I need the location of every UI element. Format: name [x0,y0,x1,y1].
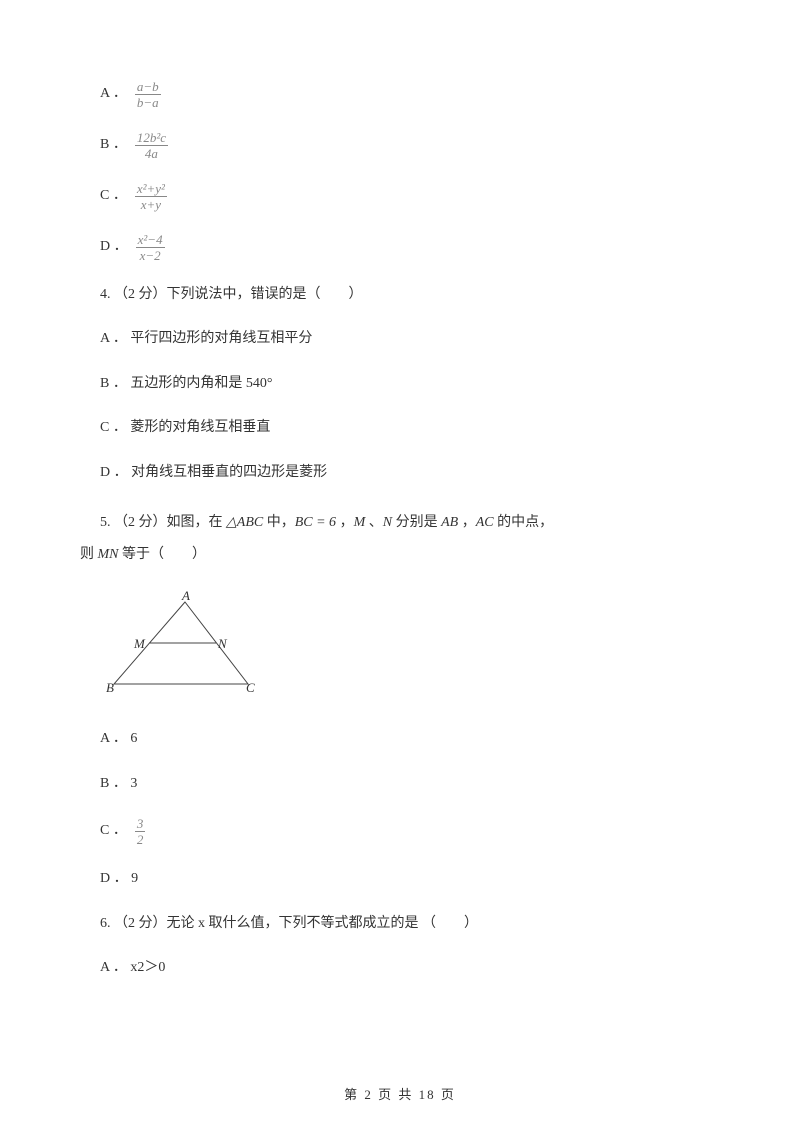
label-N: N [217,636,228,651]
q3-A-label: A ． [100,83,127,105]
q4-stem: 4. （2 分）下列说法中，错误的是（ ） [100,284,700,306]
q4-option-A: A ． 平行四边形的对角线互相平分 [100,328,700,350]
triangle-svg: A B C M N [100,588,270,698]
q6-option-A: A ． x2＞0 [100,957,700,979]
q6-stem: 6. （2 分）无论 x 取什么值，下列不等式都成立的是 （ ） [100,913,700,935]
q5-ac: AC [476,515,494,530]
q4-option-B: B ． 五边形的内角和是 540° [100,373,700,395]
q5-diagram: A B C M N [100,588,700,706]
q5-n: N [383,515,392,530]
q3-C-frac: x²+y² x+y [135,182,167,211]
q5-stem-line2: 则 MN 等于（ ） [80,544,700,566]
q5-C-frac: 3 2 [135,817,146,846]
q5-option-D: D ． 9 [100,868,700,890]
q5-ab: AB [441,515,458,530]
q5-m: M [354,515,366,530]
q4-option-C: C ． 菱形的对角线互相垂直 [100,417,700,439]
q5-option-B: B ． 3 [100,773,700,795]
q3-C-label: C ． [100,185,127,207]
q3-D-frac: x²−4 x−2 [136,233,165,262]
q3-option-D: D ． x²−4 x−2 [100,233,700,262]
label-A: A [181,588,190,603]
label-M: M [133,636,146,651]
q3-option-B: B ． 12b²c 4a [100,131,700,160]
q5-triangle-abc: △ABC [226,515,263,530]
q5-bc: BC = 6 [295,515,336,530]
q3-B-label: B ． [100,134,127,156]
label-C: C [246,680,255,695]
q5-stem: 5. （2 分）如图，在 △ABC 中，BC = 6 ，M 、N 分别是 AB … [100,506,700,540]
q3-D-label: D ． [100,236,128,258]
q3-A-frac: a−b b−a [135,80,161,109]
q5-option-C: C ． 3 2 [100,817,700,846]
q5-option-A: A ． 6 [100,728,700,750]
q3-option-A: A ． a−b b−a [100,80,700,109]
label-B: B [106,680,114,695]
page-footer: 第 2 页 共 18 页 [0,1085,800,1106]
q5-C-label: C ． [100,820,127,842]
q5-mn: MN [98,547,119,562]
q3-B-frac: 12b²c 4a [135,131,168,160]
q4-option-D: D ． 对角线互相垂直的四边形是菱形 [100,462,700,484]
q3-option-C: C ． x²+y² x+y [100,182,700,211]
